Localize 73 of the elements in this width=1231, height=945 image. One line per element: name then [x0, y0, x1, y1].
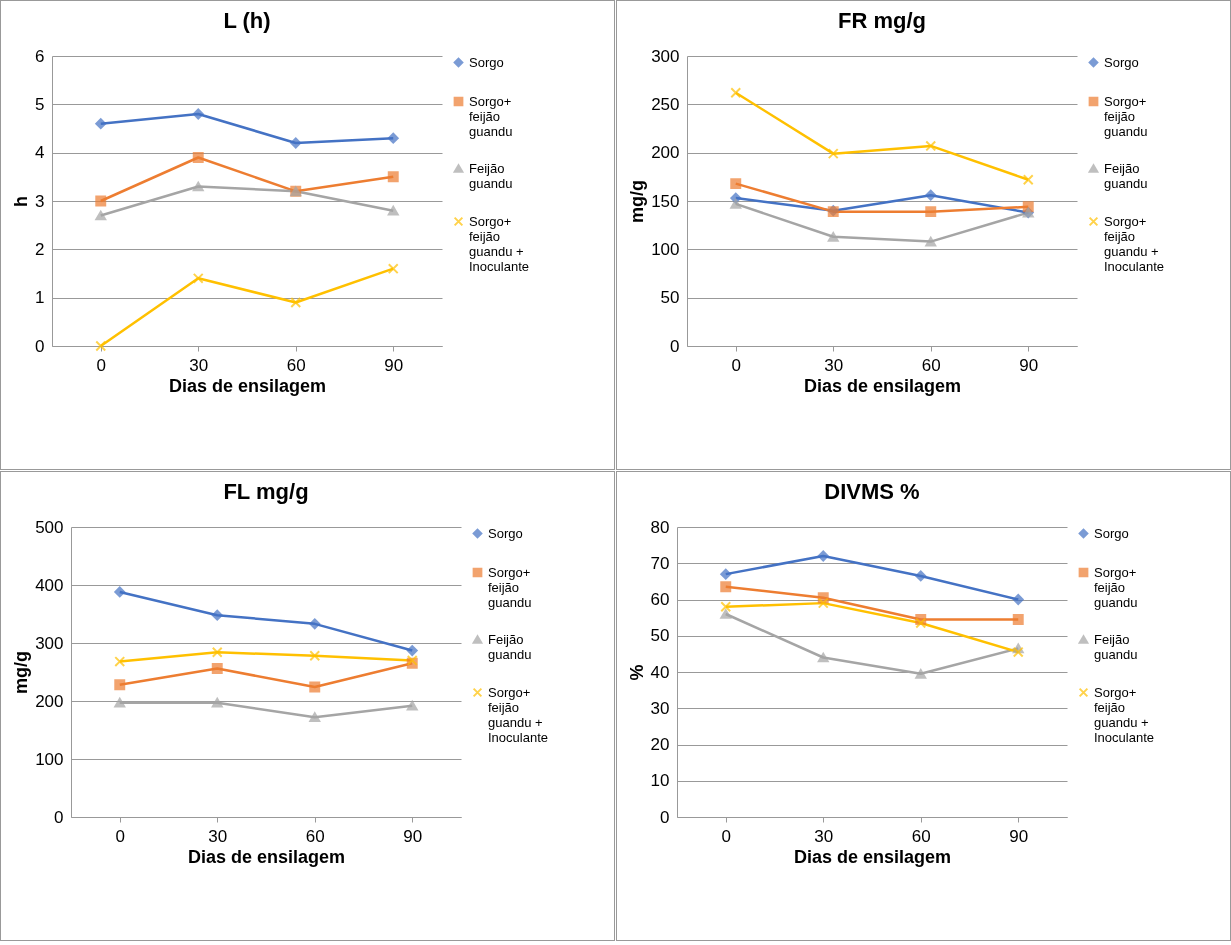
- y-tick-label: 10: [650, 771, 670, 791]
- x-axis-title: Dias de ensilagem: [168, 375, 327, 396]
- y-tick-label: 60: [650, 590, 670, 609]
- y-tick-label: 2: [35, 239, 45, 259]
- x-tick-label: 90: [403, 826, 423, 846]
- legend-label: Sorgo+ feijão guandu: [1104, 93, 1148, 139]
- x-tick-label: 30: [189, 355, 209, 375]
- y-tick-label: 0: [54, 807, 64, 827]
- y-tick-label: 200: [651, 143, 680, 163]
- x-tick-label: 60: [286, 355, 306, 375]
- legend-label: Sorgo: [469, 54, 504, 70]
- y-axis-title: mg/g: [627, 180, 648, 223]
- y-axis-title: mg/g: [11, 651, 32, 694]
- x-tick-label: 90: [1019, 355, 1039, 375]
- legend-label: Sorgo: [488, 525, 523, 541]
- x-tick-label: 60: [911, 826, 931, 846]
- y-tick-label: 20: [650, 735, 670, 754]
- legend-label: Sorgo+ feijão guandu + Inoculante: [469, 213, 529, 274]
- y-tick-label: 80: [650, 517, 670, 537]
- y-tick-label: 50: [660, 288, 680, 308]
- y-tick-label: 50: [650, 626, 670, 646]
- legend-label: Sorgo+ feijão guandu: [469, 93, 513, 139]
- x-tick-label: 0: [721, 826, 731, 846]
- legend-label: Feijão guandu: [1094, 631, 1138, 662]
- legend-label: Sorgo+ feijão guandu + Inoculante: [1104, 213, 1164, 274]
- y-tick-label: 400: [35, 575, 64, 595]
- legend-label: Sorgo: [1104, 54, 1139, 70]
- legend-label: Feijão guandu: [469, 160, 513, 191]
- chart-title: FR mg/g: [838, 8, 926, 33]
- x-axis-title: Dias de ensilagem: [793, 846, 952, 867]
- chart-title: FL mg/g: [223, 479, 309, 504]
- x-tick-label: 0: [96, 355, 106, 375]
- x-tick-label: 30: [208, 826, 228, 846]
- y-tick-label: 5: [35, 94, 45, 114]
- legend-label: Feijão guandu: [1104, 160, 1148, 191]
- x-tick-label: 60: [921, 355, 941, 375]
- chart-title: DIVMS %: [824, 479, 920, 504]
- x-axis-title: Dias de ensilagem: [187, 846, 346, 867]
- y-tick-label: 0: [660, 807, 670, 827]
- x-tick-label: 30: [814, 826, 834, 846]
- y-tick-label: 300: [35, 633, 64, 653]
- legend-label: Sorgo: [1094, 525, 1129, 541]
- y-tick-label: 0: [670, 336, 680, 356]
- y-tick-label: 4: [35, 143, 45, 163]
- y-tick-label: 500: [35, 517, 64, 537]
- y-tick-label: 0: [35, 336, 45, 356]
- y-tick-label: 1: [35, 288, 45, 308]
- x-tick-label: 90: [1009, 826, 1029, 846]
- y-tick-label: 250: [651, 94, 680, 114]
- y-tick-label: 200: [35, 691, 64, 711]
- y-tick-label: 100: [651, 239, 680, 259]
- y-axis-title: h: [11, 196, 32, 207]
- y-tick-label: 150: [651, 191, 680, 211]
- y-tick-label: 70: [650, 553, 670, 573]
- x-tick-label: 30: [824, 355, 844, 375]
- legend-label: Sorgo+ feijão guandu: [488, 564, 532, 610]
- x-tick-label: 0: [115, 826, 125, 846]
- x-tick-label: 60: [305, 826, 325, 846]
- y-axis-title: %: [626, 664, 647, 681]
- y-tick-label: 300: [651, 46, 680, 66]
- legend-label: Feijão guandu: [488, 631, 532, 662]
- chart-title: L (h): [223, 8, 271, 33]
- x-tick-label: 90: [384, 355, 404, 375]
- x-tick-label: 0: [731, 355, 741, 375]
- y-tick-label: 3: [35, 191, 45, 211]
- x-axis-title: Dias de ensilagem: [803, 375, 962, 396]
- y-tick-label: 100: [35, 749, 64, 769]
- legend-label: Sorgo+ feijão guandu + Inoculante: [1094, 684, 1154, 745]
- y-tick-label: 30: [650, 698, 670, 718]
- legend-label: Sorgo+ feijão guandu + Inoculante: [488, 684, 548, 745]
- y-tick-label: 6: [35, 46, 45, 66]
- y-tick-label: 40: [650, 662, 670, 682]
- legend-label: Sorgo+ feijão guandu: [1094, 564, 1138, 610]
